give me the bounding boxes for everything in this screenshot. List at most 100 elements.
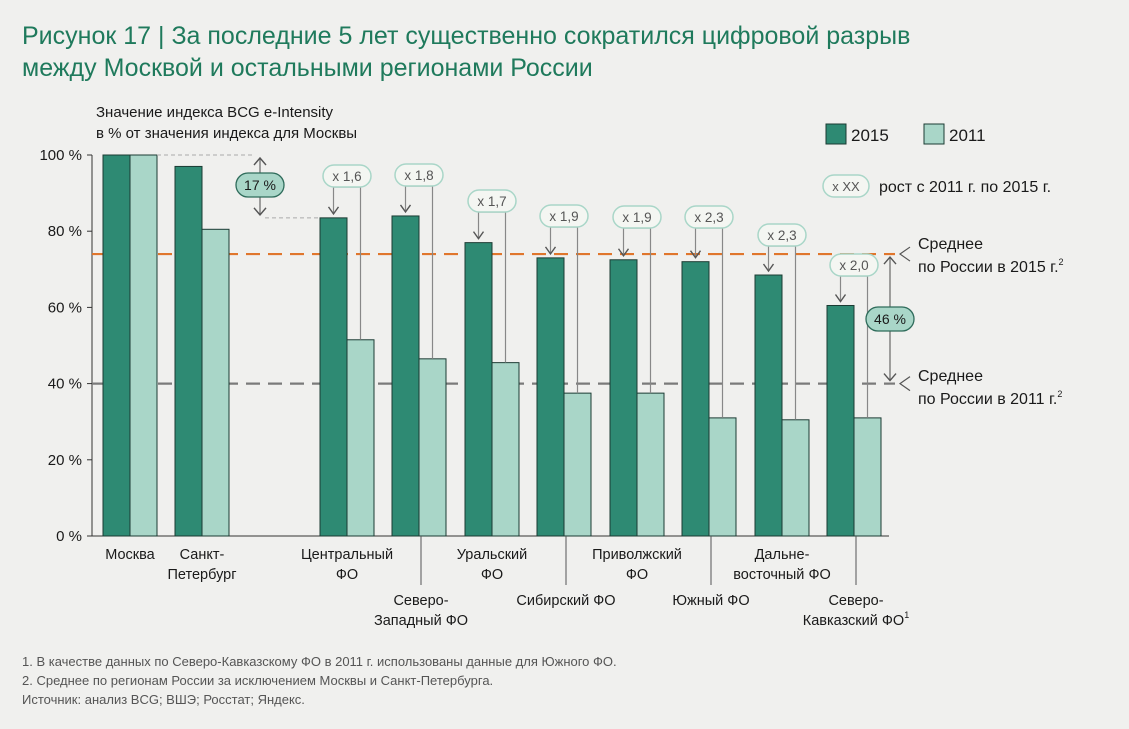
bar-2015 — [102, 154, 131, 537]
growth-badge-label: x 2,3 — [767, 228, 796, 243]
gap-arrowhead — [883, 373, 897, 382]
footnote-2: 2. Среднее по регионам России за исключе… — [22, 673, 494, 688]
growth-badge-label: x 1,7 — [477, 194, 506, 209]
growth-badge-label: x 1,8 — [404, 168, 433, 183]
x-category-label: Сибирский ФО — [516, 593, 615, 609]
bar-2011 — [346, 339, 375, 537]
growth-badge — [684, 205, 734, 229]
figure-number: Рисунок 17 | — [22, 22, 165, 50]
x-category-label: Кавказский ФО1 — [803, 610, 909, 629]
y-tick-label: 100 % — [39, 147, 82, 164]
gap-arrowhead — [883, 255, 897, 265]
x-category-label: ФО — [481, 567, 503, 583]
bar-2011 — [491, 362, 520, 537]
growth-arrowhead — [617, 248, 630, 257]
chart-title: Рисунок 17 | За последние 5 лет существе… — [22, 20, 1112, 84]
growth-arrowhead — [544, 246, 557, 256]
bar-2015 — [754, 274, 783, 537]
growth-arrowhead — [689, 250, 702, 259]
x-category-label: Дальне- — [755, 547, 810, 563]
x-category-label: ФО — [336, 567, 358, 583]
reference-label: по России в 2015 г.2 — [918, 257, 1064, 276]
bar-2015 — [826, 304, 855, 537]
bar-2015 — [681, 261, 710, 537]
bar-2011 — [201, 228, 230, 537]
footnote-marker: 1 — [904, 610, 909, 620]
footnotes: 1. В качестве данных по Северо-Кавказско… — [22, 652, 617, 709]
legend-label-2015: 2015 — [851, 126, 889, 145]
x-category-label: Западный ФО — [374, 613, 468, 629]
growth-badge-label: x 2,3 — [694, 210, 723, 225]
x-category-label: Южный ФО — [672, 593, 749, 609]
bar-2011 — [853, 417, 882, 537]
growth-badge — [829, 253, 879, 277]
bar-2011 — [636, 392, 665, 537]
y-tick-label: 0 % — [56, 528, 82, 545]
growth-badge — [394, 163, 444, 187]
growth-badge-label: x 2,0 — [839, 258, 868, 273]
reference-arrow — [898, 246, 911, 262]
bar-2011 — [418, 358, 447, 537]
bar-chart: 0 % 20 % 40 % 60 % 80 % 100 % Значение индекса… — [39, 104, 1064, 629]
y-tick-label: 80 % — [48, 223, 82, 240]
y-tick-label: 60 % — [48, 299, 82, 316]
growth-badge — [757, 223, 807, 247]
growth-badge-label: x 1,6 — [332, 169, 361, 184]
bar-2015 — [174, 165, 203, 537]
y-tick-label: 20 % — [48, 452, 82, 469]
x-category-label: Санкт- — [180, 547, 225, 563]
growth-badge — [322, 164, 372, 188]
gap-badge — [235, 172, 285, 198]
title-line-1: За последние 5 лет существенно сократилс… — [171, 22, 911, 50]
footnote-marker: 2 — [1057, 389, 1062, 399]
reference-label: Среднее — [918, 236, 983, 253]
legend-label-2011: 2011 — [949, 126, 986, 145]
growth-arrowhead — [472, 231, 485, 240]
reference-label: Среднее — [918, 368, 983, 385]
growth-legend-text: рост с 2011 г. по 2015 г. — [879, 179, 1051, 196]
bar-2011 — [781, 419, 810, 537]
y-axis-label: в % от значения индекса для Москвы — [96, 125, 357, 142]
growth-badge — [539, 204, 589, 228]
source-note: Источник: анализ BCG; ВШЭ; Росстат; Янде… — [22, 692, 305, 707]
footnote-1: 1. В качестве данных по Северо-Кавказско… — [22, 654, 617, 669]
gap-arrowhead — [253, 156, 267, 166]
growth-arrowhead — [327, 206, 340, 216]
x-category-label: восточный ФО — [733, 567, 831, 583]
bar-2011 — [563, 392, 592, 537]
growth-badge — [612, 205, 662, 229]
growth-arrowhead — [399, 204, 412, 214]
growth-badge — [467, 189, 517, 213]
growth-legend-badge-label: x XX — [832, 179, 860, 194]
bar-2015 — [536, 257, 565, 537]
x-category-label: Москва — [105, 547, 155, 563]
x-category-label: Северо- — [828, 593, 883, 609]
legend-swatch-2015 — [825, 123, 847, 145]
bar-2011 — [708, 417, 737, 537]
reference-arrow — [898, 376, 911, 392]
x-category-label: Приволжский — [592, 547, 682, 563]
x-category-label: Северо- — [393, 593, 448, 609]
legend-swatch-2011 — [923, 123, 945, 145]
gap-badge-label: 46 % — [874, 311, 906, 327]
x-category-label: Центральный — [301, 547, 393, 563]
gap-badge — [865, 306, 915, 332]
growth-legend-badge — [822, 174, 870, 198]
growth-badge-label: x 1,9 — [622, 210, 651, 225]
growth-arrowhead — [762, 263, 775, 273]
footnote-marker: 2 — [1059, 257, 1064, 267]
growth-badge-label: x 1,9 — [549, 209, 578, 224]
x-category-label: ФО — [626, 567, 648, 583]
gap-badge-label: 17 % — [244, 177, 276, 193]
bar-2015 — [609, 259, 638, 537]
bar-2015 — [391, 215, 420, 537]
x-category-label: Петербург — [167, 567, 236, 583]
gap-arrowhead — [253, 207, 267, 216]
growth-arrowhead — [834, 294, 847, 303]
y-axis-label: Значение индекса BCG e-Intensity — [96, 104, 334, 121]
title-line-2: между Москвой и остальными регионами Рос… — [22, 54, 593, 82]
x-category-label: Уральский — [457, 547, 528, 563]
bar-2011 — [129, 154, 158, 537]
y-tick-label: 40 % — [48, 376, 82, 393]
bar-2015 — [319, 217, 348, 537]
